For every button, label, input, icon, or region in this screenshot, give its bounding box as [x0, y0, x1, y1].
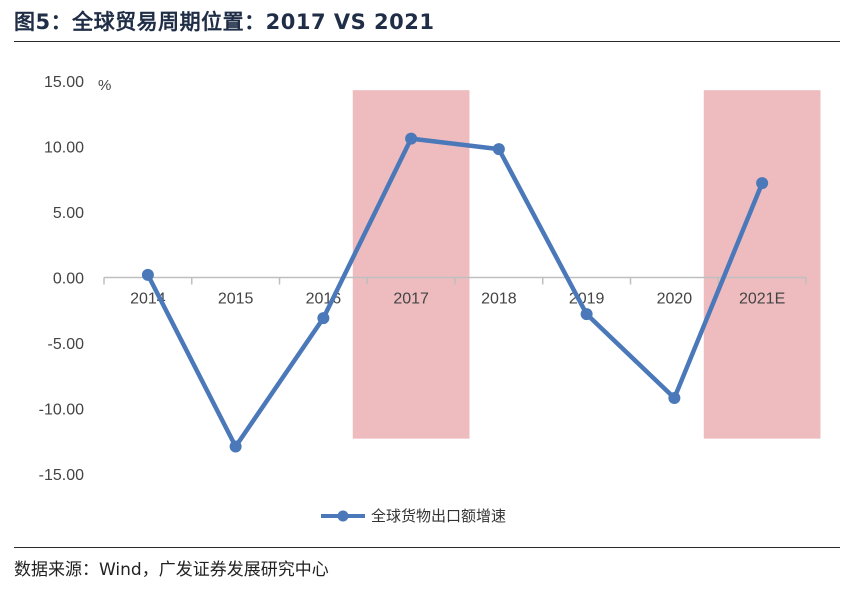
y-tick-label: 0.00 — [53, 271, 84, 288]
data-point-2014 — [141, 268, 154, 281]
x-axis-ticks: 2014 2015 2016 2017 2018 2019 2020 2021E — [103, 277, 807, 308]
highlight-band-2017 — [352, 90, 470, 439]
x-tick-label: 2018 — [481, 291, 517, 308]
title-divider — [14, 41, 840, 42]
x-tick-label: 2020 — [657, 291, 693, 308]
x-tick-label: 2021E — [739, 291, 785, 308]
y-tick-label: -10.00 — [39, 402, 84, 419]
y-axis-ticks: 15.00 10.00 5.00 0.00 -5.00 -10.00 -15.00 — [39, 74, 84, 484]
data-point-2015 — [229, 440, 242, 453]
x-tick-label: 2017 — [393, 291, 429, 308]
highlight-bands — [352, 90, 821, 439]
legend-point-marker — [337, 510, 349, 522]
figure-title: 图5：全球贸易周期位置：2017 VS 2021 — [14, 10, 435, 34]
legend: 全球货物出口额增速 — [321, 507, 506, 525]
y-tick-label: 5.00 — [53, 205, 84, 222]
data-point-2018 — [492, 143, 505, 156]
highlight-band-2021e — [703, 90, 821, 439]
line-chart: 15.00 10.00 5.00 0.00 -5.00 -10.00 -15.00 % 20… — [39, 74, 821, 525]
y-tick-label: 10.00 — [44, 140, 84, 157]
series-layer — [141, 132, 769, 453]
source-note: 数据来源：Wind，广发证券发展研究中心 — [14, 560, 329, 580]
y-tick-label: 15.00 — [44, 74, 84, 91]
y-axis-unit-label: % — [98, 77, 111, 94]
data-point-2017 — [405, 132, 418, 145]
data-point-2019 — [580, 308, 593, 321]
data-point-2021e — [756, 177, 769, 190]
legend-series-label: 全球货物出口额增速 — [371, 507, 506, 525]
source-divider — [14, 547, 840, 548]
data-point-2016 — [317, 312, 330, 325]
series-line — [145, 136, 765, 449]
y-tick-label: -5.00 — [48, 336, 85, 353]
data-point-2020 — [668, 392, 681, 405]
y-tick-label: -15.00 — [39, 467, 84, 484]
x-tick-label: 2015 — [218, 291, 254, 308]
